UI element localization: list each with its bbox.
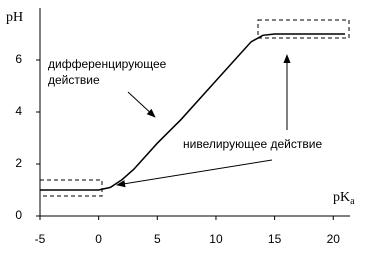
y-tick-label: 6 <box>15 52 22 66</box>
dashed-box <box>39 179 103 197</box>
x-axis-label-sub: a <box>350 196 355 207</box>
annotation: нивелирующее действие <box>183 137 322 151</box>
arrow <box>127 91 156 118</box>
annotation: действие <box>48 73 100 87</box>
y-axis-label: pH <box>6 10 23 25</box>
x-axis-label: pKa <box>333 190 355 207</box>
annotation: дифференцирующее <box>48 57 167 71</box>
x-tick-label: -5 <box>35 232 46 246</box>
y-tick-label: 4 <box>15 104 22 118</box>
y-tick-label: 2 <box>15 156 22 170</box>
x-tick-label: 20 <box>327 232 341 246</box>
x-tick-label: 10 <box>209 232 223 246</box>
x-tick-label: 5 <box>154 232 161 246</box>
data-line <box>40 33 345 191</box>
x-tick-label: 0 <box>95 232 102 246</box>
arrow <box>116 159 273 188</box>
x-axis-label-main: pK <box>333 190 350 205</box>
x-tick-label: 15 <box>268 232 282 246</box>
dashed-box <box>257 19 350 39</box>
y-tick-label: 0 <box>15 208 22 222</box>
